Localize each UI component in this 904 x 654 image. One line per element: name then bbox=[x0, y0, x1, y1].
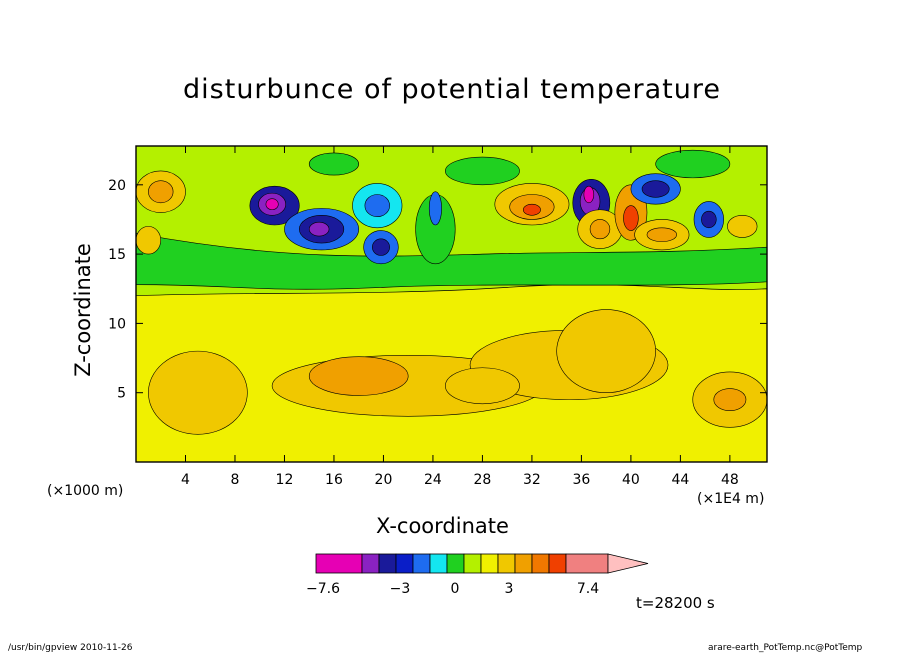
x-tick-label: 32 bbox=[523, 472, 541, 488]
field-contour-13 bbox=[265, 198, 279, 211]
field-contour-20 bbox=[372, 238, 390, 256]
field-contour-34 bbox=[641, 180, 670, 198]
field-contour-36 bbox=[646, 227, 677, 242]
field-contour-1 bbox=[308, 356, 409, 396]
field-contour-30 bbox=[589, 219, 611, 240]
x-unit-right: (×1E4 m) bbox=[697, 491, 765, 507]
colorbar-swatch bbox=[412, 553, 431, 574]
field-contour-25 bbox=[522, 203, 541, 216]
y-axis-label: Z-coordinate bbox=[71, 243, 95, 377]
field-contour-42 bbox=[655, 149, 731, 179]
x-tick-label: 12 bbox=[276, 472, 294, 488]
time-label: t=28200 s bbox=[636, 594, 715, 612]
y-tick-label: 10 bbox=[108, 316, 126, 332]
field-contour-39 bbox=[727, 214, 758, 238]
field-contour-16 bbox=[308, 221, 330, 237]
colorbar-swatch bbox=[463, 553, 482, 574]
chart-title: disturbunce of potential temperature bbox=[183, 74, 721, 105]
x-tick-label: 8 bbox=[231, 472, 240, 488]
colorbar-label: 3 bbox=[505, 581, 514, 597]
colorbar-swatch bbox=[497, 553, 516, 574]
x-tick-label: 28 bbox=[474, 472, 492, 488]
x-tick-label: 24 bbox=[424, 472, 442, 488]
field-contour-22 bbox=[428, 191, 442, 226]
field-contour-41 bbox=[445, 156, 520, 186]
field-contour-40 bbox=[308, 152, 360, 176]
x-tick-label: 48 bbox=[721, 472, 739, 488]
field-contour-5 bbox=[713, 388, 747, 412]
field-contour-9 bbox=[148, 180, 174, 204]
x-axis-label: X-coordinate bbox=[376, 514, 509, 538]
field-contour-18 bbox=[364, 194, 390, 217]
x-tick-label: 40 bbox=[622, 472, 640, 488]
x-tick-label: 36 bbox=[572, 472, 590, 488]
colorbar-swatch bbox=[446, 553, 465, 574]
colorbar-label: 0 bbox=[451, 581, 460, 597]
colorbar-extend-arrow bbox=[607, 553, 649, 574]
colorbar-swatch bbox=[480, 553, 499, 574]
footer-right: arare-earth_PotTemp.nc@PotTemp bbox=[708, 643, 863, 653]
colorbar-swatch bbox=[429, 553, 448, 574]
field-contour-32 bbox=[623, 205, 639, 231]
x-tick-label: 4 bbox=[181, 472, 190, 488]
colorbar-label: 7.4 bbox=[577, 581, 599, 597]
colorbar-swatch bbox=[378, 553, 397, 574]
colorbar-swatch bbox=[531, 553, 550, 574]
plot-frame bbox=[135, 145, 768, 463]
colorbar-swatch bbox=[395, 553, 414, 574]
footer-left: /usr/bin/gpview 2010-11-26 bbox=[8, 643, 133, 653]
x-tick-label: 16 bbox=[325, 472, 343, 488]
colorbar-swatch bbox=[361, 553, 380, 574]
colorbar-swatch bbox=[548, 553, 567, 574]
field-contour-6 bbox=[148, 350, 248, 435]
y-tick-label: 5 bbox=[117, 386, 126, 402]
colorbar-swatch bbox=[315, 553, 363, 574]
colorbar-label: −3 bbox=[390, 581, 411, 597]
y-tick-label: 20 bbox=[108, 178, 126, 194]
field-contour-38 bbox=[701, 210, 717, 229]
colorbar-label: −7.6 bbox=[306, 581, 340, 597]
y-tick-label: 15 bbox=[108, 247, 126, 263]
temperature-field bbox=[136, 146, 767, 462]
field-contour-3 bbox=[556, 309, 656, 394]
x-tick-label: 44 bbox=[671, 472, 689, 488]
x-tick-label: 20 bbox=[375, 472, 393, 488]
x-unit-left: (×1000 m) bbox=[47, 483, 124, 499]
colorbar: −7.6 −3 0 3 7.4 bbox=[306, 553, 649, 597]
field-contour-10 bbox=[136, 226, 162, 255]
field-contour-7 bbox=[445, 367, 520, 405]
colorbar-swatch bbox=[565, 553, 609, 574]
colorbar-swatch bbox=[514, 553, 533, 574]
field-contour-28 bbox=[583, 185, 595, 204]
